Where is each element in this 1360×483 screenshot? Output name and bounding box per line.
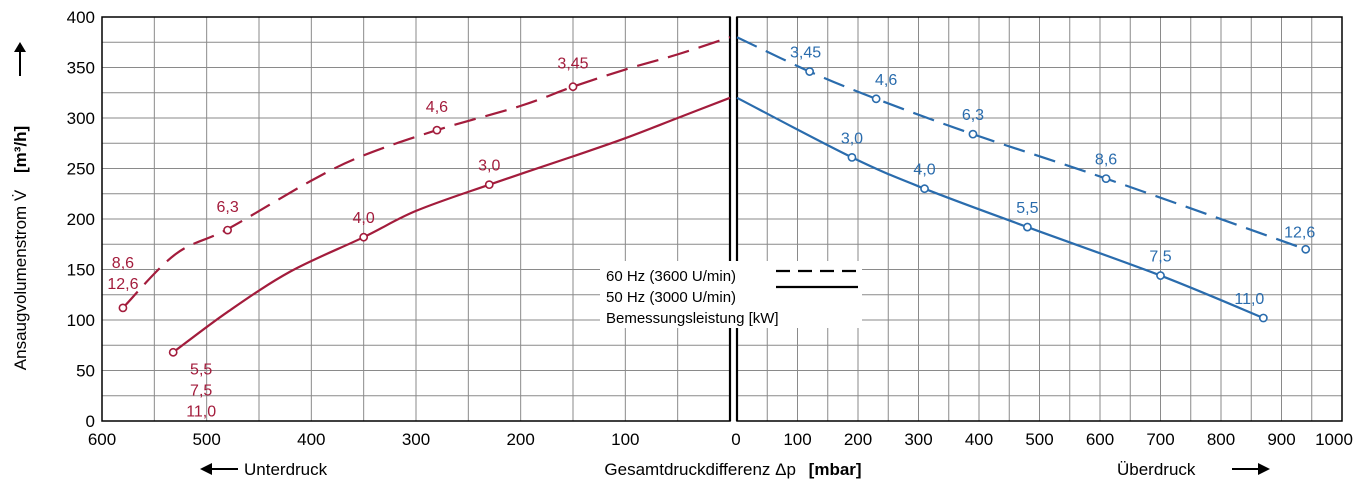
x-tick-label-right: 400 [965,430,993,449]
right-point-label: 4,6 [875,72,897,89]
y-axis-label: Ansaugvolumenstrom V̇ [11,189,30,370]
y-tick-label: 300 [67,109,95,128]
left-data-point [118,303,128,313]
x-tick-label-left: 0 [731,430,740,449]
right-data-point [847,152,857,162]
x-tick-label-right: 800 [1207,430,1235,449]
left-point-label: 12,6 [107,276,138,293]
right-point-label: 11,0 [1234,291,1264,308]
y-axis-unit: [m³/h] [11,126,30,173]
y-tick-label: 200 [67,210,95,229]
grid-right [736,16,1343,422]
left-arrowhead-icon [200,463,212,475]
x-tick-label-right: 1000 [1315,430,1353,449]
legend-50hz-label: 50 Hz (3000 U/min) [606,289,736,306]
legend-power-label: Bemessungsleistung [kW] [606,310,779,327]
pressure-side-label: Überdruck [1117,460,1196,479]
left-point-label: 8,6 [112,255,134,272]
right-data-point [968,129,978,139]
left-point-label: 4,0 [353,210,375,227]
legend-60hz-label: 60 Hz (3600 U/min) [606,268,736,285]
left-point-label: 3,0 [478,158,500,175]
right-data-point [1301,244,1311,254]
y-tick-label: 50 [76,362,95,381]
y-arrowhead-icon [14,42,26,52]
left-data-point [223,225,232,235]
left-data-point [432,125,442,135]
right-data-point [871,94,881,104]
series-right: 3,45 4,6 6,3 8,6 12,6 3,0 4,0 5,5 7,5 11,0 [736,36,1315,323]
left-series-50hz-line [172,96,731,354]
vacuum-side-label: Unterdruck [244,460,328,479]
legend-background [600,261,862,328]
x-tick-label-left: 400 [297,430,325,449]
plot-frames [101,16,1343,422]
right-point-label: 12,6 [1284,224,1315,241]
x-tick-label-right: 900 [1267,430,1295,449]
right-data-point [920,184,929,194]
y-tick-label: 250 [67,160,95,179]
x-axis-label: Gesamtdruckdifferenz Δp [604,460,796,479]
y-tick-label: 100 [67,311,95,330]
x-tick-label-left: 300 [402,430,430,449]
right-point-label: 4,0 [913,162,935,179]
right-point-label: 6,3 [962,107,984,124]
left-data-point [568,82,578,92]
left-point-label: 6,3 [216,199,238,216]
right-point-label: 7,5 [1149,249,1171,266]
x-axis-unit: [mbar] [809,460,862,479]
left-point-label: 4,6 [426,99,448,116]
x-tick-label-right: 200 [844,430,872,449]
x-tick-label-left: 600 [88,430,116,449]
right-data-point [1101,174,1111,183]
y-tick-label: 350 [67,59,95,78]
x-tick-label-right: 700 [1146,430,1174,449]
right-data-point [805,67,814,76]
x-tick-label-left: 100 [611,430,639,449]
y-tick-label: 150 [67,261,95,280]
x-tick-label-left: 200 [506,430,534,449]
right-data-point [1156,271,1165,280]
y-axis-title: Ansaugvolumenstrom V̇ [m³/h] [11,126,30,370]
left-point-label: 5,5 [190,361,212,378]
y-tick-label: 0 [86,412,95,431]
x-axis-title: Gesamtdruckdifferenz Δp [mbar] [604,460,861,479]
left-data-point [168,347,178,357]
x-tick-label-right: 600 [1086,430,1114,449]
left-point-label: 3,45 [557,56,588,73]
left-data-point [359,232,369,242]
y-tick-label: 400 [67,8,95,27]
left-point-label: 7,5 [190,382,212,399]
left-data-point [484,180,494,190]
series-left: 8,6 12,6 6,3 4,6 3,45 5,5 7,5 11,0 4,0 3,0 [107,36,731,420]
right-arrowhead-icon [1258,463,1270,475]
right-data-point [1258,313,1268,323]
right-point-label: 5,5 [1016,200,1038,217]
left-point-label: 11,0 [186,403,216,420]
right-data-point [1023,222,1032,232]
right-point-label: 8,6 [1095,152,1117,169]
svg-text:Ansaugvolumenstrom V̇ [m: Ansaugvolumenstrom V̇ [m³/h] [11,126,30,370]
x-tick-label-right: 500 [1025,430,1053,449]
x-tick-label-left: 500 [192,430,220,449]
right-point-label: 3,0 [841,130,863,147]
x-tick-label-right: 100 [783,430,811,449]
right-series-50hz-line [736,96,1264,319]
right-point-label: 3,45 [790,45,821,62]
x-tick-label-right: 300 [904,430,932,449]
